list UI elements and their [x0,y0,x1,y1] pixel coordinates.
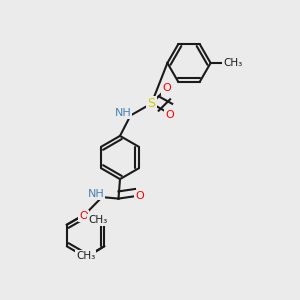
Text: O: O [165,110,174,120]
Text: CH₃: CH₃ [76,251,95,261]
Text: S: S [148,97,155,110]
Text: CH₃: CH₃ [223,58,242,68]
Text: NH: NH [88,189,104,199]
Text: CH₃: CH₃ [88,215,107,225]
Text: O: O [135,191,144,201]
Text: O: O [162,83,171,94]
Text: NH: NH [115,108,131,118]
Text: O: O [79,211,88,221]
